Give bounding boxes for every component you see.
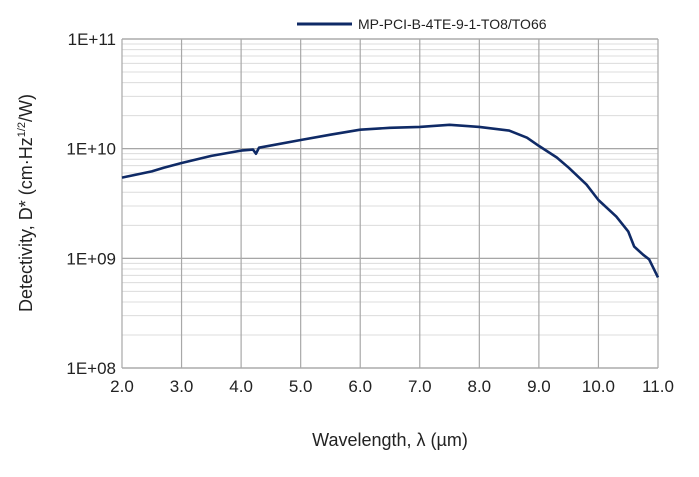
x-tick-label: 5.0 [289,377,313,396]
legend-label: MP-PCI-B-4TE-9-1-TO8/TO66 [358,16,547,32]
y-tick-label: 1E+10 [66,140,116,159]
x-tick-label: 7.0 [408,377,432,396]
x-tick-label: 8.0 [468,377,492,396]
grid [121,38,659,369]
y-tick-label: 1E+08 [66,359,116,378]
x-tick-label: 4.0 [229,377,253,396]
x-tick-label: 2.0 [110,377,134,396]
x-tick-label: 3.0 [170,377,194,396]
axis-ticks: 1E+08 1E+09 1E+10 1E+11 2.0 3.0 4.0 5.0 6.0 7.0 8.… [66,30,674,396]
x-tick-label: 11.0 [642,377,674,396]
y-axis-label: Detectivity, D* (cm·Hz1/2/W) [16,94,36,312]
x-axis-label: Wavelength, λ (µm) [312,430,468,450]
x-tick-label: 10.0 [582,377,615,396]
y-tick-label: 1E+09 [66,249,116,268]
legend: MP-PCI-B-4TE-9-1-TO8/TO66 [297,16,547,32]
y-tick-label: 1E+11 [68,30,116,49]
x-tick-label: 6.0 [348,377,372,396]
x-tick-label: 9.0 [527,377,551,396]
series-line [121,123,660,278]
